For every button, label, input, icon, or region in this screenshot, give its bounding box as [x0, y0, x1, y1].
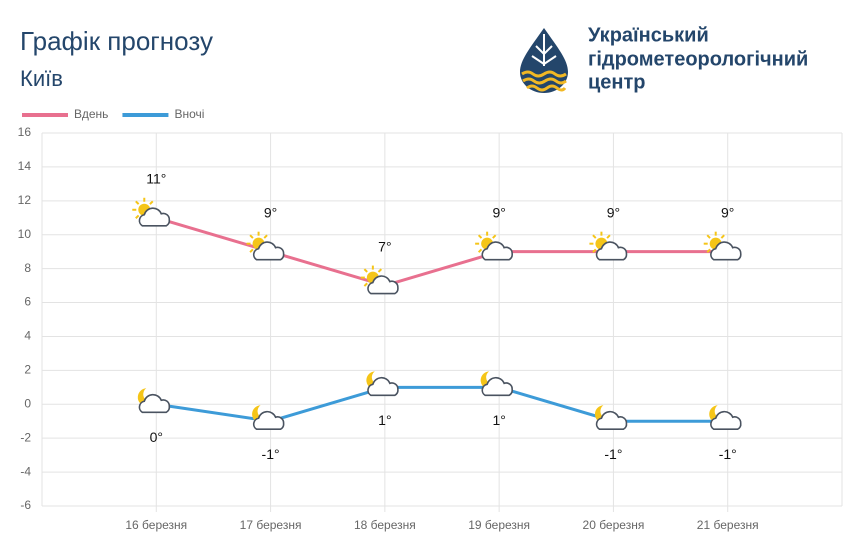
cloud — [595, 241, 628, 261]
sun-ray — [477, 234, 483, 239]
value-label: -1° — [262, 446, 280, 462]
y-tick-label: 16 — [18, 125, 32, 139]
y-tick-label: -2 — [20, 430, 31, 444]
value-label: -1° — [604, 446, 622, 462]
sun-ray — [363, 282, 368, 287]
weather-icon — [589, 231, 628, 261]
title: Графік прогнозу — [20, 26, 213, 56]
sun-ray — [135, 214, 140, 219]
y-tick-label: 12 — [18, 193, 32, 207]
y-tick-label: 6 — [24, 295, 31, 309]
weather-icon — [475, 231, 513, 261]
weather-icon — [132, 197, 171, 227]
value-label: 0° — [150, 429, 163, 445]
cloud — [595, 410, 628, 431]
org-name: гідрометеорологічний — [588, 48, 808, 70]
sun-ray — [706, 234, 711, 239]
sun-ray — [377, 268, 383, 273]
sun-ray — [592, 248, 597, 253]
sun-ray — [249, 234, 254, 239]
cloud — [367, 376, 399, 397]
x-tick-label: 20 березня — [583, 518, 645, 532]
cloud — [252, 241, 285, 261]
weather-icon — [366, 371, 399, 397]
y-tick-label: -4 — [20, 464, 31, 478]
sun-ray — [363, 268, 368, 273]
sun-ray — [263, 234, 268, 239]
cloud — [481, 241, 513, 261]
cloud — [710, 410, 742, 431]
weather-icon — [709, 405, 742, 431]
y-tick-label: 14 — [18, 159, 32, 173]
legend-label: Вночі — [174, 107, 204, 121]
x-tick-label: 16 березня — [125, 518, 187, 532]
cloud — [367, 275, 399, 295]
value-label: 9° — [492, 204, 505, 220]
cloud — [710, 241, 742, 261]
series-line — [155, 216, 728, 288]
y-tick-label: 4 — [24, 329, 31, 343]
x-tick-label: 19 березня — [468, 518, 530, 532]
y-tick-label: 0 — [24, 396, 31, 410]
value-label: -1° — [719, 446, 737, 462]
y-tick-label: -6 — [20, 498, 31, 512]
weather-icon — [360, 265, 399, 295]
sun-ray — [492, 234, 497, 239]
y-tick-label: 10 — [18, 227, 32, 241]
sun-ray — [135, 200, 140, 205]
weather-icon — [246, 231, 285, 261]
value-label: 7° — [378, 238, 391, 254]
sun-ray — [477, 248, 483, 253]
cloud — [481, 376, 513, 397]
org-name: центр — [588, 71, 646, 93]
y-tick-label: 2 — [24, 363, 31, 377]
x-tick-label: 21 березня — [697, 518, 759, 532]
value-label: 9° — [607, 204, 620, 220]
cloud — [252, 410, 285, 431]
sun-ray — [592, 234, 597, 239]
y-tick-label: 8 — [24, 261, 31, 275]
weather-icon — [594, 405, 628, 431]
logo — [520, 28, 568, 93]
subtitle: Київ — [20, 66, 63, 91]
value-label: 1° — [492, 412, 505, 428]
sun-ray — [720, 234, 725, 239]
value-label: 9° — [264, 204, 277, 220]
x-tick-label: 18 березня — [354, 518, 416, 532]
org-name: Український — [588, 24, 709, 46]
value-label: 1° — [378, 412, 391, 428]
sun-ray — [149, 200, 154, 205]
legend-label: Вдень — [74, 107, 108, 121]
sun-ray — [606, 234, 611, 239]
sun-ray — [249, 248, 254, 253]
cloud — [138, 207, 171, 227]
sun-ray — [706, 248, 711, 253]
value-label: 9° — [721, 204, 734, 220]
weather-icon — [252, 405, 285, 431]
cloud — [138, 393, 171, 414]
weather-icon — [480, 371, 513, 397]
series-line — [156, 385, 728, 423]
weather-icon — [703, 231, 742, 261]
value-label: 11° — [146, 170, 166, 186]
weather-icon — [137, 388, 171, 414]
x-tick-label: 17 березня — [240, 518, 302, 532]
